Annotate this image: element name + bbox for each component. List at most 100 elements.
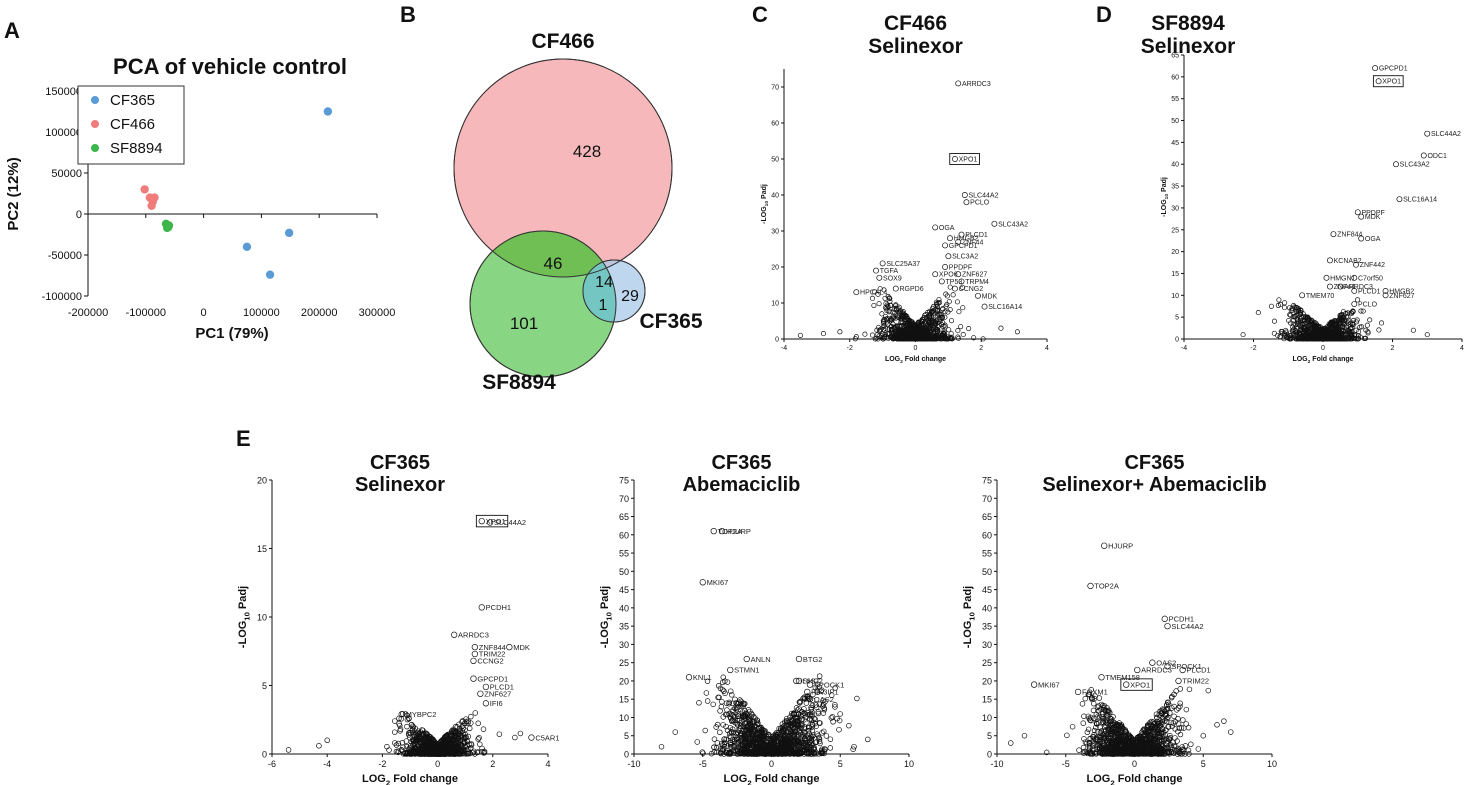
volcano-point xyxy=(1290,324,1296,330)
y-tick-label: 25 xyxy=(982,658,992,668)
chart-title: PCA of vehicle control xyxy=(113,54,347,79)
volcano-point xyxy=(927,308,933,314)
y-tick-label: 45 xyxy=(1171,140,1179,147)
chart-title-line1: CF365 xyxy=(370,452,430,474)
volcano-point xyxy=(936,297,942,303)
x-tick-label: 2 xyxy=(979,345,983,352)
volcano-point xyxy=(916,322,922,328)
volcano-point xyxy=(1283,334,1289,340)
volcano-point xyxy=(400,744,406,750)
volcano-point xyxy=(711,736,718,742)
gene-label-slc3a2: SLC3A2 xyxy=(952,254,978,261)
x-tick-label: -100000 xyxy=(126,307,166,319)
volcano-point xyxy=(885,293,891,299)
volcano-point xyxy=(902,313,908,320)
y-tick-label: 20 xyxy=(982,676,992,686)
volcano-point xyxy=(920,317,927,323)
venn-count-sf8894-only: 101 xyxy=(510,314,538,333)
volcano-point xyxy=(1336,336,1342,342)
y-tick-label: 50 xyxy=(771,157,779,164)
pca-point-cf466 xyxy=(140,185,149,194)
x-tick-label: 300000 xyxy=(359,307,396,319)
volcano-point-oga xyxy=(932,224,939,231)
volcano-point xyxy=(891,324,898,330)
volcano-point xyxy=(880,320,886,326)
volcano-point xyxy=(1343,322,1350,328)
volcano-point xyxy=(398,716,405,722)
volcano-point xyxy=(1195,746,1202,752)
volcano-point-slc44a2 xyxy=(961,192,968,198)
volcano-point xyxy=(1183,706,1190,713)
gene-label-znf44: ZNF44 xyxy=(962,239,984,246)
volcano-point xyxy=(1268,303,1274,309)
volcano-point xyxy=(886,295,892,301)
volcano-point xyxy=(1283,332,1289,338)
volcano-point xyxy=(724,679,731,685)
volcano-point xyxy=(1326,333,1332,339)
volcano-point xyxy=(1337,312,1343,318)
y-tick-label: 55 xyxy=(1171,96,1179,103)
y-tick-label: 55 xyxy=(982,549,992,559)
y-tick-label: 25 xyxy=(619,658,629,668)
x-tick-label: -4 xyxy=(781,345,787,352)
volcano-point xyxy=(1361,335,1367,342)
chart-title-line2: Selinexor xyxy=(1141,35,1236,58)
legend-marker-cf466 xyxy=(91,120,99,128)
chart-title-line1: SF8894 xyxy=(1151,12,1225,35)
volcano-point xyxy=(1082,695,1089,702)
y-axis-label: -LOG10 Padj xyxy=(1161,177,1170,217)
volcano-point xyxy=(871,289,877,295)
volcano-point xyxy=(901,312,907,318)
gene-label-tmem70: TMEM70 xyxy=(1306,293,1335,300)
volcano-point xyxy=(1297,327,1303,333)
gene-label-pcdh1: PCDH1 xyxy=(486,603,511,612)
volcano-point xyxy=(888,317,894,323)
volcano-point xyxy=(1354,297,1361,303)
volcano-point xyxy=(797,332,803,338)
volcano-point xyxy=(717,708,723,714)
gene-label-arrdc3: ARRDC3 xyxy=(1344,284,1373,291)
volcano-point xyxy=(717,729,723,736)
volcano-point-znf44 xyxy=(955,238,962,245)
volcano-point xyxy=(887,334,893,340)
volcano-point xyxy=(864,736,871,743)
volcano-point xyxy=(1306,335,1312,341)
x-tick-label: 0 xyxy=(1132,759,1137,769)
gene-label-slc43a2: SLC43A2 xyxy=(1400,162,1430,169)
volcano-point xyxy=(898,318,904,325)
volcano-point xyxy=(881,323,887,330)
volcano-point-xpo6 xyxy=(932,271,939,278)
gene-label-pclo: PCLO xyxy=(970,200,990,207)
volcano-point xyxy=(1316,324,1322,330)
volcano-point xyxy=(934,307,941,313)
volcano-point xyxy=(880,318,886,324)
y-tick-label: 40 xyxy=(982,603,992,613)
volcano-point-arrdc3 xyxy=(451,631,458,638)
volcano-point-tp53 xyxy=(938,278,945,285)
volcano-point xyxy=(942,314,948,320)
gene-label-ccng2: CCNG2 xyxy=(477,657,503,666)
gene-label-slc44a2: SLC44A2 xyxy=(494,518,526,527)
volcano-point xyxy=(1276,297,1282,303)
volcano-point xyxy=(938,331,944,337)
volcano-point xyxy=(827,736,834,742)
gene-label-pclo: PCLO xyxy=(1358,302,1378,309)
volcano-point xyxy=(944,293,950,299)
volcano-point xyxy=(827,745,834,751)
gene-highlight-box xyxy=(949,153,980,165)
volcano-point xyxy=(1076,747,1082,753)
y-tick-label: 10 xyxy=(1171,293,1179,300)
y-tick-label: 5 xyxy=(624,731,629,741)
x-tick-label: 0 xyxy=(1321,345,1325,352)
volcano-point xyxy=(1350,317,1356,323)
volcano-point xyxy=(460,725,466,732)
y-tick-label: 30 xyxy=(619,640,629,650)
volcano-point xyxy=(1333,322,1339,328)
y-tick-label: 20 xyxy=(771,265,779,272)
volcano-point xyxy=(1359,324,1365,330)
gene-label-c7orf50: C7orf50 xyxy=(1358,275,1383,282)
x-axis-label: LOG2 Fold change xyxy=(362,773,458,785)
gene-label-slc16a14: SLC16A14 xyxy=(988,304,1022,311)
